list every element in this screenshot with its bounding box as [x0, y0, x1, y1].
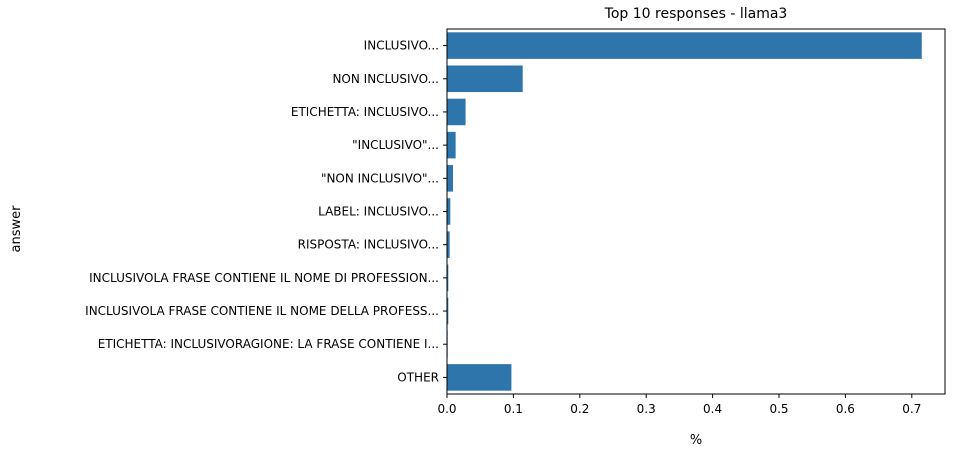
y-tick-label: OTHER — [397, 370, 439, 384]
bars-group — [447, 32, 922, 391]
bar-8 — [447, 297, 449, 325]
y-tick-label: NON INCLUSIVO... — [332, 72, 439, 86]
y-tick-label: RISPOSTA: INCLUSIVO... — [298, 238, 439, 252]
y-axis-label: answer — [9, 205, 24, 253]
x-tick-label: 0.7 — [902, 402, 921, 416]
x-tick-label: 0.0 — [437, 402, 456, 416]
bar-6 — [447, 231, 450, 258]
x-axis-ticks: 0.0 0.1 0.2 0.3 0.4 0.5 0.6 0.7 — [437, 394, 921, 416]
y-axis-ticks: INCLUSIVO... NON INCLUSIVO... ETICHETTA: I… — [85, 39, 447, 384]
y-tick-label: LABEL: INCLUSIVO... — [318, 205, 439, 219]
chart-title: Top 10 responses - llama3 — [604, 6, 788, 22]
bar-7 — [447, 264, 449, 292]
bar-0 — [447, 32, 922, 59]
bar-2 — [447, 98, 466, 126]
x-tick-label: 0.2 — [570, 402, 589, 416]
bar-1 — [447, 65, 523, 93]
bar-3 — [447, 131, 456, 159]
y-tick-label: "NON INCLUSIVO"... — [321, 171, 439, 185]
bar-5 — [447, 198, 451, 225]
plot-frame — [446, 28, 946, 395]
y-tick-label: INCLUSIVOLA FRASE CONTIENE IL NOME DI PR… — [89, 271, 439, 285]
y-tick-label: INCLUSIVOLA FRASE CONTIENE IL NOME DELLA… — [85, 304, 439, 318]
x-axis-label: % — [690, 433, 702, 448]
bar-10 — [447, 364, 512, 391]
y-tick-label: ETICHETTA: INCLUSIVORAGIONE: LA FRASE CO… — [98, 337, 439, 351]
x-tick-label: 0.6 — [836, 402, 855, 416]
x-tick-label: 0.1 — [504, 402, 523, 416]
y-tick-label: "INCLUSIVO"... — [352, 138, 439, 152]
y-tick-label: INCLUSIVO... — [364, 39, 439, 53]
bar-4 — [447, 165, 453, 192]
x-tick-label: 0.5 — [769, 402, 788, 416]
x-tick-label: 0.4 — [703, 402, 722, 416]
y-tick-label: ETICHETTA: INCLUSIVO... — [291, 105, 439, 119]
x-tick-label: 0.3 — [637, 402, 656, 416]
